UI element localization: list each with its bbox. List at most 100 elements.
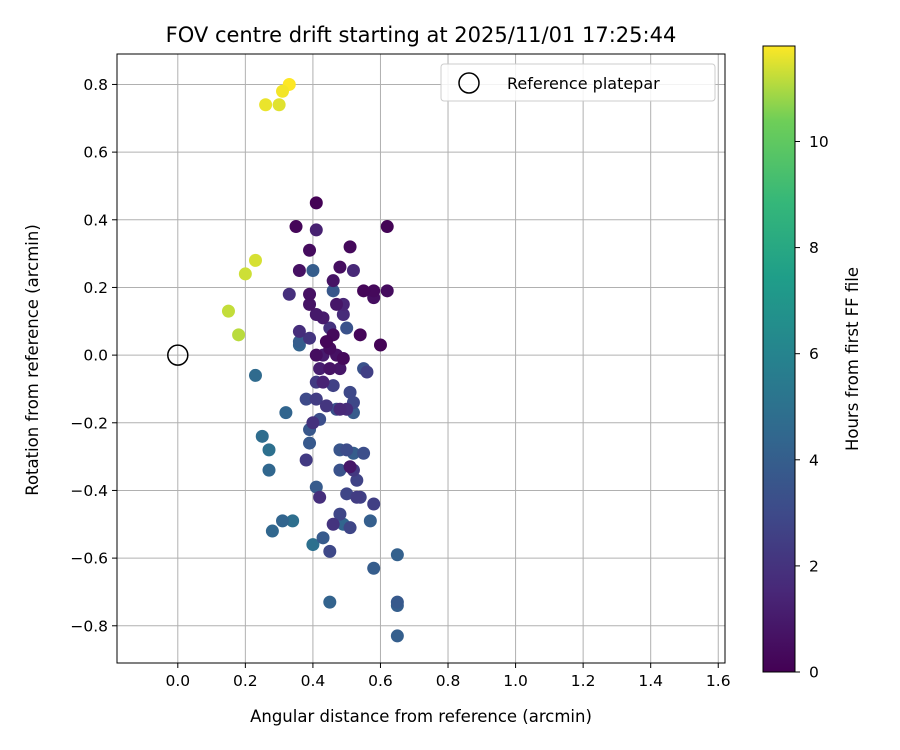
x-tick-label: 1.0 <box>503 672 528 690</box>
data-point <box>340 487 354 501</box>
grid-lines <box>117 54 725 663</box>
data-point <box>306 264 320 278</box>
plot-area <box>116 53 726 664</box>
data-point <box>262 443 276 457</box>
data-point <box>326 379 340 393</box>
plot-frame <box>116 53 726 664</box>
x-axis-ticks: 0.0 0.2 0.4 0.6 0.8 1.0 1.2 1.4 1.6 <box>165 663 731 690</box>
colorbar-tick-label: 10 <box>809 133 829 151</box>
data-point <box>303 331 317 345</box>
x-tick-label: 0.4 <box>301 672 326 690</box>
data-point <box>323 595 337 609</box>
data-point <box>276 84 290 98</box>
data-point <box>323 544 337 558</box>
colorbar-tick-label: 2 <box>809 557 819 575</box>
legend-entry-reference-platepar: Reference platepar <box>507 74 660 93</box>
y-tick-label: −0.2 <box>70 414 108 432</box>
data-point <box>299 453 313 467</box>
data-point <box>306 416 320 430</box>
data-point <box>390 629 404 643</box>
data-point <box>221 304 235 318</box>
data-point <box>248 368 262 382</box>
colorbar-tick-label: 8 <box>809 239 819 257</box>
data-point <box>316 375 330 389</box>
data-point <box>380 284 394 298</box>
data-point <box>292 335 306 349</box>
data-point <box>282 287 296 301</box>
colorbar-tick-label: 4 <box>809 451 819 469</box>
data-point <box>340 443 354 457</box>
data-point <box>330 297 344 311</box>
data-point <box>232 328 246 342</box>
data-point <box>333 260 347 274</box>
y-tick-label: −0.8 <box>70 617 108 635</box>
y-tick-label: 0.8 <box>83 76 108 94</box>
data-point <box>259 98 273 112</box>
legend: Reference platepar <box>440 63 716 102</box>
data-point <box>319 335 333 349</box>
data-points <box>221 77 404 643</box>
colorbar-tick-label: 0 <box>809 664 819 682</box>
data-point <box>367 284 381 298</box>
data-point <box>303 297 317 311</box>
data-point <box>343 521 357 535</box>
data-point <box>343 460 357 474</box>
data-point <box>292 264 306 278</box>
data-point <box>326 284 340 298</box>
data-point <box>262 463 276 477</box>
data-point <box>309 308 323 322</box>
data-point <box>303 436 317 450</box>
y-tick-label: 0.4 <box>83 211 108 229</box>
data-point <box>238 267 252 281</box>
colorbar-label: Hours from first FF file <box>843 267 862 451</box>
x-tick-label: 0.6 <box>368 672 393 690</box>
data-point <box>303 243 317 257</box>
x-tick-label: 0.0 <box>165 672 190 690</box>
x-tick-label: 1.2 <box>571 672 596 690</box>
colorbar-ticks: 0 2 4 6 8 10 <box>795 133 829 682</box>
data-point <box>390 595 404 609</box>
data-point <box>350 490 364 504</box>
data-point <box>360 365 374 379</box>
data-point <box>309 196 323 210</box>
data-point <box>367 497 381 511</box>
data-point <box>357 446 371 460</box>
data-point <box>333 463 347 477</box>
data-point <box>346 264 360 278</box>
data-point <box>309 223 323 237</box>
y-tick-label: −0.6 <box>70 550 108 568</box>
data-point <box>353 328 367 342</box>
data-point <box>340 321 354 335</box>
data-point <box>309 480 323 494</box>
y-axis-ticks: 0.8 0.6 0.4 0.2 0.0 −0.2 −0.4 −0.6 −0.8 <box>70 76 117 635</box>
legend-marker-icon <box>458 72 480 94</box>
data-point <box>279 406 293 420</box>
chart-title: FOV centre drift starting at 2025/11/01 … <box>166 23 677 47</box>
data-point <box>323 362 337 376</box>
data-point <box>316 531 330 545</box>
data-point <box>265 524 279 538</box>
data-point <box>313 490 327 504</box>
data-point <box>350 473 364 487</box>
y-tick-label: 0.6 <box>83 144 108 162</box>
reference-point-marker <box>167 344 189 366</box>
data-point <box>333 507 347 521</box>
data-point <box>292 324 306 338</box>
data-point <box>326 517 340 531</box>
data-point <box>336 308 350 322</box>
data-point <box>313 362 327 376</box>
data-point <box>309 348 323 362</box>
colorbar: 0 2 4 6 8 10 Hours from first FF file <box>762 45 862 682</box>
data-point <box>326 274 340 288</box>
data-point <box>309 392 323 406</box>
plot-background <box>117 54 725 663</box>
data-point <box>289 220 303 234</box>
data-point <box>343 385 357 399</box>
data-point <box>357 284 371 298</box>
data-point <box>248 253 262 267</box>
data-point <box>306 538 320 552</box>
data-point <box>367 561 381 575</box>
y-tick-label: −0.4 <box>70 482 108 500</box>
x-tick-label: 0.2 <box>233 672 258 690</box>
y-tick-label: 0.0 <box>83 347 108 365</box>
